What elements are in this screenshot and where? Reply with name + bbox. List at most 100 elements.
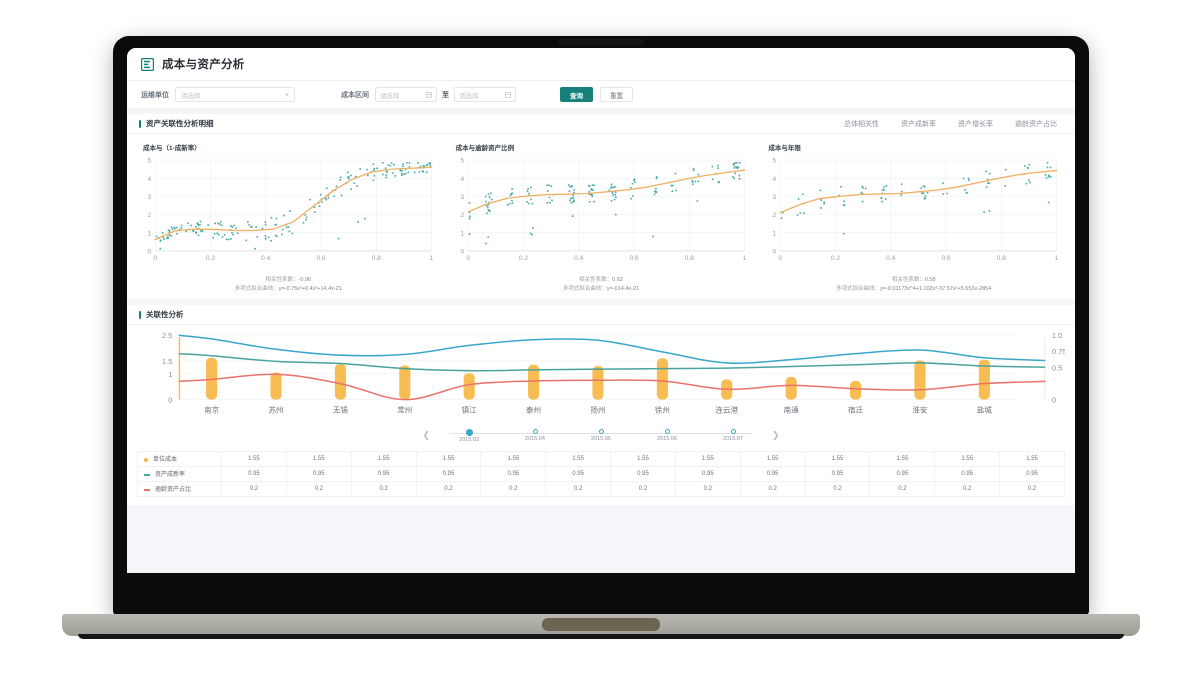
title-accent-bar bbox=[139, 119, 141, 128]
svg-text:1: 1 bbox=[460, 230, 464, 237]
scatter-2-caption: 相关性系数：0.62 多项式拟合曲线：y=-014.4x-21 bbox=[450, 276, 753, 293]
svg-text:4: 4 bbox=[460, 176, 464, 183]
cost-to-input[interactable]: 请选择 bbox=[454, 87, 516, 102]
scatter-2-fit-eq: y=-014.4x-21 bbox=[606, 285, 640, 292]
webcam-notch bbox=[558, 39, 644, 46]
timeline-item-2015-07[interactable]: 2015.07 bbox=[700, 428, 766, 442]
table-cell: 1.55 bbox=[804, 450, 871, 467]
scatter-charts-row: 成本与（1-成新率） 0 1 2 3 4 5 0 0.2 0.4 0.6 0.8 1 相关性系数：-0… bbox=[127, 134, 1075, 299]
correlation-panel-title-text: 关联性分析 bbox=[146, 310, 184, 320]
tab-overage-asset-ratio[interactable]: 逾龄资产占比 bbox=[1015, 120, 1057, 128]
tab-asset-newness-rate[interactable]: 资产成新率 bbox=[901, 120, 936, 128]
timeline-item-2015-04[interactable]: 2015.04 bbox=[502, 428, 568, 442]
svg-text:苏州: 苏州 bbox=[268, 405, 283, 415]
svg-text:0.4: 0.4 bbox=[574, 255, 583, 262]
correlation-panel-title: 关联性分析 bbox=[139, 309, 184, 320]
svg-text:无锡: 无锡 bbox=[333, 406, 349, 415]
org-label: 运维单位 bbox=[141, 91, 169, 99]
scatter-1-corr-label: 相关性系数： bbox=[265, 277, 299, 284]
cost-from-input[interactable]: 请选择 bbox=[375, 87, 437, 102]
scatter-1-plot: 0 1 2 3 4 5 0 0.2 0.4 0.6 0.8 1 bbox=[147, 158, 433, 262]
svg-text:淮安: 淮安 bbox=[912, 405, 928, 415]
timeline-dot bbox=[532, 428, 538, 434]
legend-dot-icon bbox=[144, 457, 148, 462]
legend-dash-icon bbox=[144, 489, 150, 491]
svg-text:扬州: 扬州 bbox=[590, 405, 605, 415]
legend-dash-icon bbox=[144, 474, 150, 476]
tab-overall-correlation[interactable]: 总体相关性 bbox=[844, 120, 879, 128]
relation-panel-title-text: 资产关联性分析明细 bbox=[146, 119, 214, 128]
cost-from-value: 请选择 bbox=[380, 92, 400, 100]
table-cell: 0.95 bbox=[739, 465, 806, 482]
svg-text:连云港: 连云港 bbox=[715, 405, 738, 415]
svg-text:泰州: 泰州 bbox=[526, 405, 541, 415]
svg-text:3: 3 bbox=[773, 194, 777, 201]
calendar-icon bbox=[505, 91, 511, 98]
correlation-panel: 关联性分析 0 1 1.5 2.5 0 0.5 0.75 1.0 南京 苏州 无锡 常州 镇江 泰州 扬州 徐… bbox=[127, 305, 1075, 505]
svg-text:0.4: 0.4 bbox=[887, 255, 896, 262]
query-button[interactable]: 查询 bbox=[560, 87, 593, 102]
svg-text:徐州: 徐州 bbox=[655, 405, 670, 415]
svg-text:0: 0 bbox=[153, 255, 157, 262]
org-select[interactable]: 请选择 bbox=[175, 87, 295, 102]
org-select-value: 请选择 bbox=[181, 92, 201, 100]
screen-content: 成本与资产分析 运维单位 请选择 成本区间 请选择 至 请选择 查询 重置 bbox=[127, 48, 1075, 573]
scatter-3-fit-label: 多项式拟合曲线： bbox=[836, 285, 881, 292]
svg-text:0.2: 0.2 bbox=[831, 255, 840, 262]
scatter-2-corr-value: 0.62 bbox=[612, 277, 623, 284]
table-cell: 0.95 bbox=[350, 465, 417, 482]
timeline-item-2015-03[interactable]: 2015.03 bbox=[436, 428, 502, 443]
svg-text:0: 0 bbox=[147, 248, 151, 255]
table-cell: 0.95 bbox=[934, 465, 1001, 482]
filter-buttons: 查询 重置 bbox=[560, 87, 633, 102]
laptop-hinge-notch bbox=[542, 618, 660, 631]
timeline-item-2015-05[interactable]: 2015.05 bbox=[568, 428, 634, 442]
table-cell: 0.95 bbox=[415, 465, 482, 482]
timeline-item-2015-06[interactable]: 2015.06 bbox=[634, 428, 700, 442]
svg-text:1: 1 bbox=[742, 255, 746, 262]
scatter-1-corr-value: -0.96 bbox=[298, 277, 312, 284]
chevron-right-icon[interactable]: ❯ bbox=[772, 430, 780, 441]
range-separator: 至 bbox=[442, 91, 449, 99]
bottom-padding bbox=[127, 504, 1075, 515]
svg-text:0: 0 bbox=[1052, 396, 1056, 405]
correlation-chart-body: 0 1 1.5 2.5 0 0.5 0.75 1.0 南京 苏州 无锡 常州 镇江 泰州 扬州 徐州 连云港 南通… bbox=[127, 325, 1075, 505]
table-cell: 0.95 bbox=[869, 465, 936, 482]
e-logo-icon bbox=[141, 57, 154, 71]
reset-button[interactable]: 重置 bbox=[600, 87, 633, 102]
table-cell: 1.55 bbox=[221, 450, 287, 467]
svg-text:3: 3 bbox=[147, 194, 151, 201]
scatter-1-fit-eq: y=-0.75x³+0.4x²+14.4x-21 bbox=[278, 285, 342, 292]
svg-text:0.8: 0.8 bbox=[372, 255, 381, 262]
svg-text:0.8: 0.8 bbox=[684, 255, 693, 262]
table-cell: 0.95 bbox=[545, 465, 612, 482]
scatter-1-title: 成本与（1-成新率） bbox=[143, 145, 201, 152]
chevron-left-icon[interactable]: ❮ bbox=[422, 430, 430, 441]
table-cell: 0.95 bbox=[674, 465, 741, 482]
svg-text:镇江: 镇江 bbox=[462, 405, 478, 415]
timeline-dot bbox=[465, 428, 473, 436]
svg-text:0.2: 0.2 bbox=[206, 255, 215, 262]
series-name-cell: 资产成新率 bbox=[137, 465, 222, 482]
timeline-label: 2015.05 bbox=[591, 435, 611, 442]
svg-text:2: 2 bbox=[147, 212, 151, 219]
svg-text:0.75: 0.75 bbox=[1052, 347, 1065, 356]
cost-to-value: 请选择 bbox=[459, 92, 479, 100]
svg-text:4: 4 bbox=[773, 176, 777, 183]
svg-text:2: 2 bbox=[460, 212, 464, 219]
timeline-dot bbox=[664, 428, 670, 434]
table-cell: 1.55 bbox=[350, 450, 417, 467]
timeline-track: 2015.03 2015.04 2015.05 2015.06 bbox=[436, 428, 766, 443]
table-cell: 0.2 bbox=[804, 480, 871, 497]
svg-text:1.0: 1.0 bbox=[1052, 331, 1063, 340]
svg-text:南京: 南京 bbox=[204, 405, 220, 415]
tab-asset-growth-rate[interactable]: 资产增长率 bbox=[958, 120, 993, 128]
timeline-dot bbox=[598, 428, 604, 434]
scatter-3-caption: 相关性系数：0.58 多项式拟合曲线：y=-0.01173x^4+1.102x³… bbox=[762, 276, 1065, 293]
scatter-chart-1: 成本与（1-成新率） 0 1 2 3 4 5 0 0.2 0.4 0.6 0.8 1 相关性系数：-0… bbox=[137, 140, 440, 293]
timeline-label: 2015.06 bbox=[657, 435, 677, 442]
svg-text:0: 0 bbox=[773, 248, 777, 255]
page-title: 成本与资产分析 bbox=[162, 59, 245, 71]
svg-text:0: 0 bbox=[779, 255, 783, 262]
relation-panel-header: 资产关联性分析明细 总体相关性 资产成新率 资产增长率 逾龄资产占比 bbox=[127, 114, 1075, 134]
